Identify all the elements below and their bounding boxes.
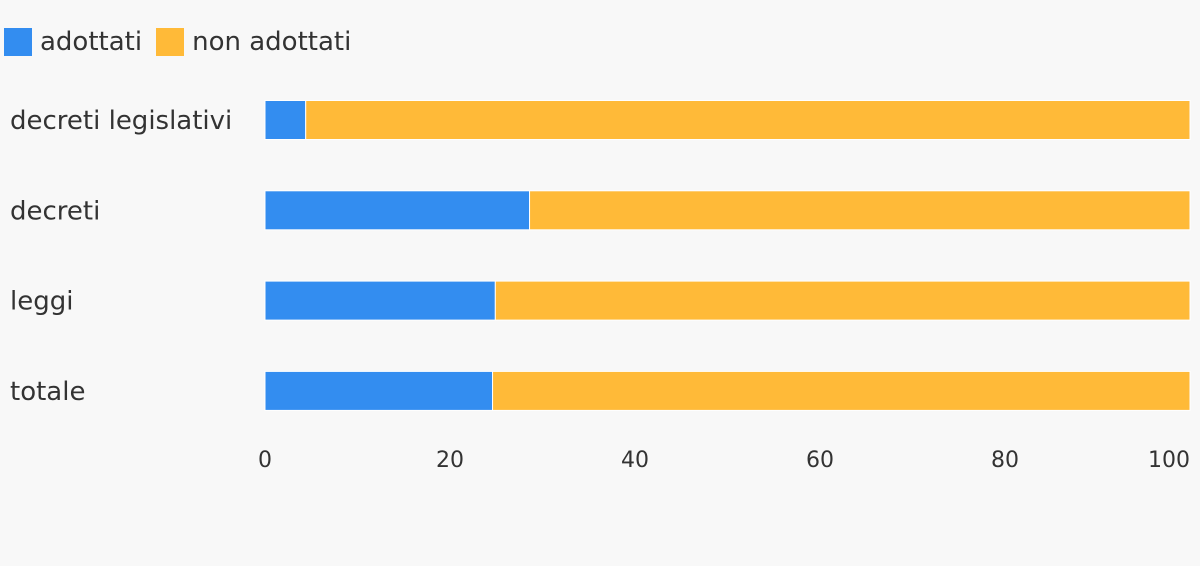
legend-label-non-adottati: non adottati bbox=[192, 27, 352, 57]
bar-adottati-decreti-legislativi[interactable] bbox=[264, 100, 307, 140]
x-tick-label-40: 40 bbox=[621, 448, 649, 473]
bar-adottati-totale[interactable] bbox=[264, 370, 494, 411]
x-tick-label-20: 20 bbox=[436, 448, 464, 473]
x-tick-label-80: 80 bbox=[991, 448, 1019, 473]
bar-non-adottati-totale[interactable] bbox=[492, 370, 1191, 411]
x-tick-label-60: 60 bbox=[806, 448, 834, 473]
legend-item-non-adottati[interactable]: non adottati bbox=[156, 24, 351, 60]
bar-adottati-decreti[interactable] bbox=[264, 190, 531, 231]
legend-item-adottati[interactable]: adottati bbox=[4, 24, 142, 60]
x-tick-label-100: 100 bbox=[1148, 448, 1190, 473]
category-label-leggi: leggi bbox=[10, 287, 73, 317]
bar-non-adottati-leggi[interactable] bbox=[494, 280, 1191, 321]
bar-adottati-leggi[interactable] bbox=[264, 280, 496, 321]
legend-swatch-non-adottati bbox=[156, 28, 185, 56]
bar-non-adottati-decreti[interactable] bbox=[529, 190, 1191, 231]
legend-label-adottati: adottati bbox=[40, 27, 143, 57]
category-label-decreti: decreti bbox=[10, 196, 100, 226]
bar-non-adottati-decreti-legislativi[interactable] bbox=[305, 100, 1191, 140]
chart-legend: adottati non adottati bbox=[4, 24, 365, 60]
x-tick-label-0: 0 bbox=[258, 448, 272, 473]
legend-swatch-adottati bbox=[4, 28, 32, 56]
category-label-totale: totale bbox=[10, 377, 85, 407]
category-label-decreti-legislativi: decreti legislativi bbox=[10, 106, 232, 136]
